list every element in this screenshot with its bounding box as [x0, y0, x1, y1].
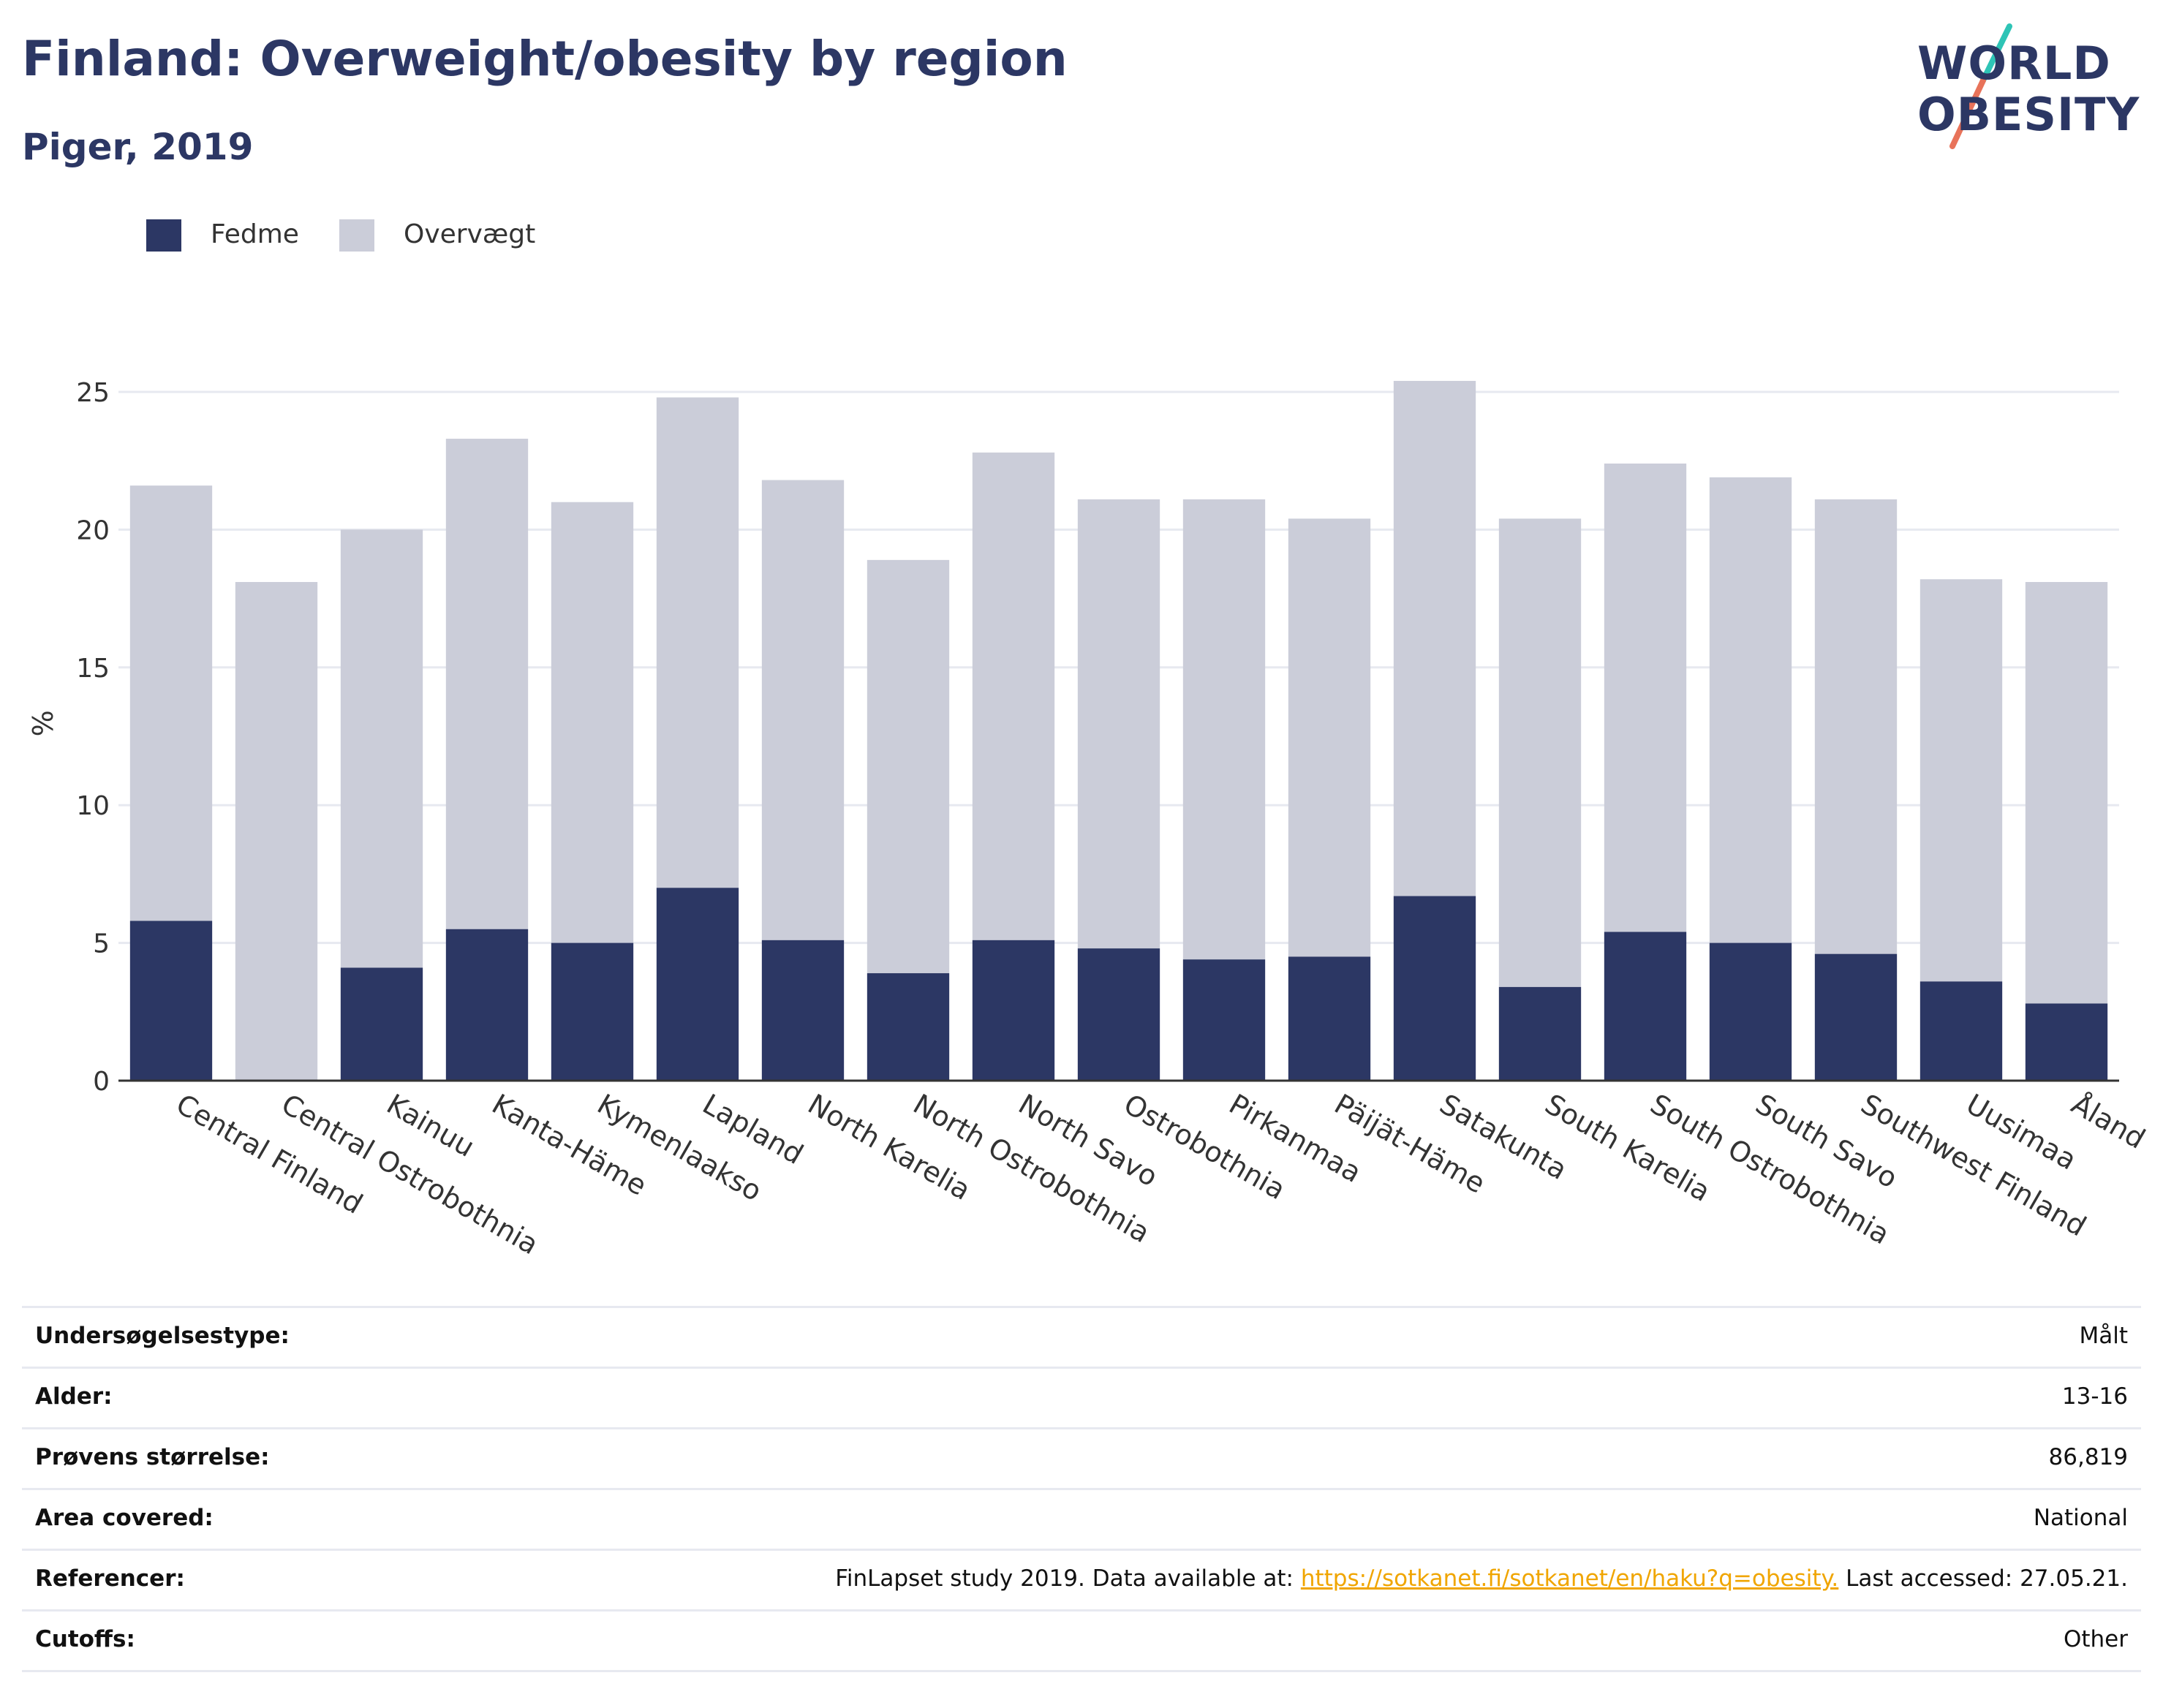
bar-fedme [761, 940, 845, 1081]
bar-fedme [972, 940, 1055, 1081]
bar-overvaegt [445, 439, 529, 929]
bar-fedme [1498, 986, 1582, 1081]
bar-fedme [867, 973, 950, 1081]
bar-overvaegt [1604, 463, 1687, 932]
bar-overvaegt [1288, 518, 1371, 957]
y-tick-label: 15 [76, 654, 110, 684]
bar-overvaegt [867, 559, 950, 974]
logo-slash-icon [1949, 23, 2012, 149]
bar-fedme [2025, 1003, 2108, 1081]
info-value: National [2033, 1505, 2128, 1531]
y-tick-label: 5 [93, 929, 110, 959]
bar-overvaegt [761, 480, 845, 940]
bar-fedme [445, 929, 529, 1081]
legend-swatch-overvaegt [339, 219, 374, 252]
info-key: Referencer: [35, 1565, 185, 1592]
info-table: Undersøgelsestype: Målt Alder: 13-16 Prø… [22, 1306, 2141, 1672]
info-value: Other [2063, 1626, 2128, 1652]
bar-fedme [129, 921, 213, 1081]
x-tick-label: Åland [2066, 1088, 2151, 1155]
bar-fedme [340, 967, 423, 1081]
reference-suffix: Last accessed: 27.05.21. [1838, 1565, 2128, 1592]
bar-overvaegt [1393, 380, 1476, 896]
chart-subtitle: Piger, 2019 [22, 126, 254, 168]
bar-overvaegt [2025, 581, 2108, 1004]
bar-fedme [1288, 956, 1371, 1081]
logo-text-world: WORLD [1917, 37, 2111, 90]
x-tick-label: Central Finland [171, 1088, 369, 1220]
info-key: Prøvens størrelse: [35, 1444, 270, 1470]
bar-overvaegt [1182, 499, 1266, 960]
bar-fedme [551, 942, 634, 1081]
info-row-age: Alder: 13-16 [22, 1369, 2141, 1429]
bar-overvaegt [1709, 477, 1792, 943]
bar-fedme [1919, 981, 2003, 1081]
bar-overvaegt [340, 529, 423, 968]
world-obesity-logo: WORLD OBESITY [1901, 22, 2150, 154]
bar-overvaegt [1919, 579, 2003, 982]
bar-fedme [656, 888, 739, 1081]
legend-label-fedme: Fedme [211, 219, 299, 249]
bar-fedme [1077, 948, 1160, 1081]
bar-overvaegt [972, 452, 1055, 940]
bar-overvaegt [1498, 518, 1582, 987]
info-row-references: Referencer: FinLapset study 2019. Data a… [22, 1551, 2141, 1611]
bar-fedme [1182, 959, 1266, 1081]
y-tick-label: 0 [93, 1067, 110, 1097]
bar-overvaegt [1077, 499, 1160, 949]
info-key: Alder: [35, 1383, 113, 1410]
info-row-cutoffs: Cutoffs: Other [22, 1611, 2141, 1672]
info-key: Area covered: [35, 1505, 214, 1531]
bar-fedme [1709, 942, 1792, 1081]
info-value-reference: FinLapset study 2019. Data available at:… [835, 1565, 2128, 1592]
y-tick-label: 10 [76, 791, 110, 821]
info-row-survey-type: Undersøgelsestype: Målt [22, 1308, 2141, 1369]
bar-overvaegt [129, 485, 213, 921]
info-row-area-covered: Area covered: National [22, 1490, 2141, 1551]
chart-title: Finland: Overweight/obesity by region [22, 31, 1068, 87]
reference-prefix: FinLapset study 2019. Data available at: [835, 1565, 1301, 1592]
info-value: 13-16 [2061, 1383, 2128, 1410]
info-value: 86,819 [2048, 1444, 2128, 1470]
bar-overvaegt [551, 502, 634, 943]
y-axis-label: % [27, 710, 59, 736]
reference-link[interactable]: https://sotkanet.fi/sotkanet/en/haku?q=o… [1300, 1565, 1839, 1592]
info-key: Cutoffs: [35, 1626, 135, 1652]
info-value: Målt [2079, 1323, 2128, 1349]
info-row-sample-size: Prøvens størrelse: 86,819 [22, 1429, 2141, 1490]
logo-text-obesity: OBESITY [1917, 88, 2140, 141]
bar-overvaegt [656, 397, 739, 888]
legend-label-overvaegt: Overvægt [404, 219, 536, 249]
bar-overvaegt [235, 581, 318, 1081]
bar-overvaegt [1814, 499, 1898, 954]
y-tick-label: 25 [76, 378, 110, 408]
info-key: Undersøgelsestype: [35, 1323, 290, 1349]
bar-fedme [1814, 953, 1898, 1081]
legend-swatch-fedme [146, 219, 181, 252]
bar-fedme [1604, 932, 1687, 1081]
y-tick-label: 20 [76, 515, 110, 545]
bar-fedme [1393, 896, 1476, 1081]
